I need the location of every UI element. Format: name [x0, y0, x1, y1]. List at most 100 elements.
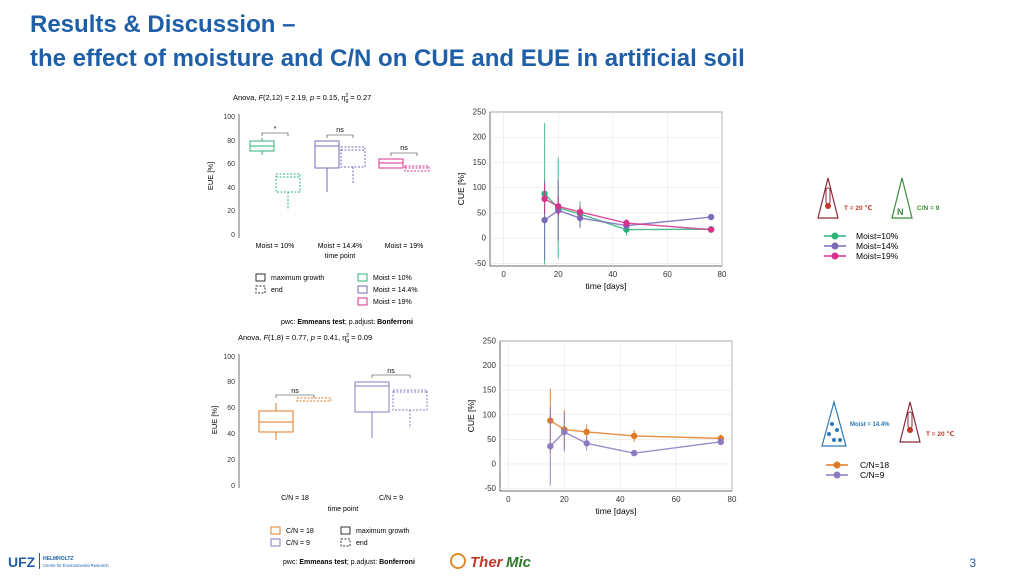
cue-chart-moisture: -50 0 50 100 150 200 250 0 20 40 60 80 CUE [%] time […: [456, 108, 727, 292]
cn-label-top: C/N = 9: [917, 205, 940, 212]
svg-text:80: 80: [227, 138, 235, 145]
yticks-top: 0 20 40 60 80 100: [223, 114, 235, 239]
svg-text:C/N=18: C/N=18: [860, 460, 889, 470]
x-tick-label: 80: [728, 495, 737, 504]
x-tick-label: 40: [616, 495, 625, 504]
sig-labels-bottom: ns ns: [291, 368, 395, 395]
svg-text:C/N = 9: C/N = 9: [379, 495, 403, 502]
top-right-legend-panel: T = 20 ℃ N C/N = 9 Moist=10% Moist=14% M…: [817, 177, 940, 261]
thermic-logo: Ther Mic: [450, 553, 532, 571]
svg-text:0: 0: [231, 232, 235, 239]
svg-text:Mic: Mic: [506, 554, 532, 571]
svg-text:40: 40: [227, 431, 235, 438]
svg-text:maximum growth: maximum growth: [271, 275, 324, 282]
ylabel-top-box: EUE [%]: [206, 162, 215, 190]
x-tick-label: 0: [501, 270, 506, 279]
data-point: [547, 443, 554, 450]
ylabel-bottom-box: EUE [%]: [210, 406, 219, 434]
pwc-bottom: pwc: Emmeans test; p.adjust: Bonferroni: [283, 559, 415, 566]
sig-labels-top: * ns ns: [274, 126, 409, 152]
svg-text:N: N: [897, 207, 904, 217]
data-point: [576, 214, 584, 222]
svg-text:Moist = 10%: Moist = 10%: [373, 275, 412, 282]
xcats-top: Moist = 10% Moist = 14.4% Moist = 19%: [256, 243, 424, 250]
x-tick-label: 40: [608, 270, 617, 279]
y-tick-label: -50: [474, 259, 486, 268]
svg-text:end: end: [271, 287, 283, 294]
xcats-bottom: C/N = 18 C/N = 9: [281, 495, 403, 502]
svg-text:100: 100: [223, 354, 235, 361]
plot-frame: [489, 111, 723, 267]
y-tick-label: 100: [473, 183, 487, 192]
title-line-1: Results & Discussion –: [30, 11, 296, 38]
x-tick-label: 80: [718, 270, 727, 279]
svg-text:Moist=10%: Moist=10%: [856, 231, 899, 241]
x-tick-label: 60: [672, 495, 681, 504]
legend-bottom-box: C/N = 18 C/N = 9 maximum growth end: [270, 526, 409, 547]
svg-text:Ther: Ther: [470, 554, 504, 571]
data-point: [555, 203, 562, 210]
data-point: [561, 428, 568, 436]
svg-text:C/N = 9: C/N = 9: [286, 540, 310, 547]
slide-title: Results & Discussion – the effect of moi…: [30, 8, 745, 76]
boxplot-moisture: Anova, F(2,12) = 2.19, p = 0.15, ηg2 = 0…: [206, 93, 430, 326]
y-tick-label: 100: [483, 410, 497, 419]
svg-text:100: 100: [223, 114, 235, 121]
anova-line-bottom: Anova, F(1,8) = 0.77, p = 0.41, ηg2 = 0.…: [238, 333, 372, 344]
x-tick-label: 20: [560, 495, 569, 504]
svg-text:*: *: [274, 126, 277, 133]
y-axis-label: CUE [%]: [456, 173, 466, 206]
svg-text:maximum growth: maximum growth: [356, 528, 409, 535]
svg-text:Moist = 14.4%: Moist = 14.4%: [373, 287, 418, 294]
data-point: [630, 432, 638, 440]
y-tick-label: 150: [483, 386, 497, 395]
xlabel-top-box: time point: [325, 253, 355, 260]
bottom-right-legend-panel: Moist = 14.4% T = 20 ℃ C/N=18 C/N=9: [821, 399, 954, 480]
xlabel-bottom-box: time point: [328, 506, 358, 513]
svg-text:60: 60: [227, 161, 235, 168]
svg-text:0: 0: [231, 483, 235, 490]
svg-text:UFZ: UFZ: [8, 554, 36, 570]
y-tick-label: 0: [492, 459, 497, 468]
x-tick-label: 20: [554, 270, 563, 279]
svg-text:Centre for Environmental Resea: Centre for Environmental Research: [43, 563, 109, 568]
svg-text:80: 80: [227, 379, 235, 386]
y-tick-label: 200: [483, 361, 497, 370]
data-point: [707, 226, 715, 233]
svg-text:ns: ns: [400, 145, 408, 152]
y-tick-label: 0: [482, 234, 487, 243]
svg-text:C/N = 18: C/N = 18: [286, 528, 314, 535]
data-point: [707, 213, 715, 221]
ufz-logo: UFZ HELMHOLTZ Centre for Environmental R…: [8, 553, 109, 570]
y-tick-label: 50: [487, 435, 496, 444]
svg-text:HELMHOLTZ: HELMHOLTZ: [43, 556, 73, 562]
y-tick-label: 250: [483, 337, 497, 346]
data-point: [630, 449, 638, 457]
x-tick-label: 60: [663, 270, 672, 279]
svg-text:C/N=9: C/N=9: [860, 470, 885, 480]
data-point: [576, 208, 584, 216]
data-point: [541, 195, 548, 203]
x-axis-label: time [days]: [585, 281, 626, 291]
y-tick-label: 200: [473, 133, 487, 142]
data-point: [541, 216, 548, 224]
boxplot-cn: Anova, F(1,8) = 0.77, p = 0.41, ηg2 = 0.…: [210, 333, 428, 566]
data-point: [583, 440, 590, 447]
svg-text:C/N = 18: C/N = 18: [281, 495, 309, 502]
title-line-2: the effect of moisture and C/N on CUE an…: [30, 45, 745, 72]
data-point: [583, 428, 590, 436]
y-tick-label: -50: [484, 484, 496, 493]
water-drop-cone-icon: [821, 399, 847, 447]
svg-text:ns: ns: [387, 368, 395, 375]
svg-text:Moist = 19%: Moist = 19%: [373, 299, 412, 306]
svg-text:Moist=19%: Moist=19%: [856, 251, 899, 261]
thermometer-cone-icon: [817, 177, 839, 219]
y-tick-label: 150: [473, 158, 487, 167]
anova-line-top: Anova, F(2,12) = 2.19, p = 0.15, ηg2 = 0…: [233, 93, 371, 104]
svg-text:Moist=14%: Moist=14%: [856, 241, 899, 251]
y-tick-label: 250: [473, 108, 487, 117]
thermometer-cone-icon: [899, 401, 921, 443]
svg-text:Moist = 14.4%: Moist = 14.4%: [318, 243, 363, 250]
nitrogen-cone-icon: N: [891, 177, 913, 219]
svg-text:40: 40: [227, 185, 235, 192]
